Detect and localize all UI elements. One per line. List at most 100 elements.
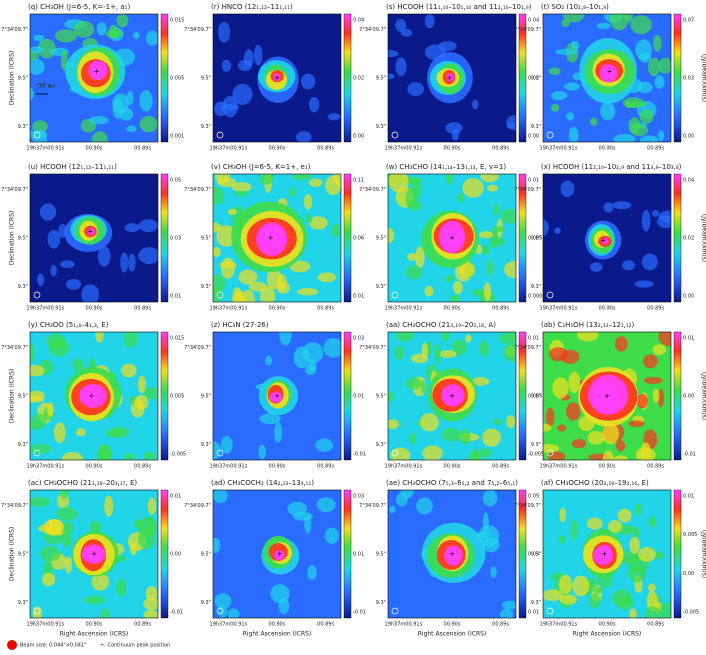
x-tick-label: 00.89s xyxy=(492,464,509,470)
map-noise xyxy=(629,536,640,554)
map-noise xyxy=(558,535,566,544)
y-tick-label: 9.5" xyxy=(18,394,28,400)
map-noise xyxy=(490,236,505,247)
map-noise xyxy=(635,39,652,61)
colorbar-tick-label: 0.07 xyxy=(683,18,694,24)
panel-title: (ab) C₂H₅OH (13₂,₁₂–12₁,₁₂) xyxy=(541,321,635,329)
y-tick-label: 9.3" xyxy=(201,284,211,290)
colorbar-label: (Jy/beam)(km/s) xyxy=(701,530,706,578)
map-noise xyxy=(216,177,237,188)
map-noise xyxy=(589,117,598,126)
y-tick-label: 7°34'09.7" xyxy=(1,345,28,351)
colorbar xyxy=(518,13,527,143)
map-noise xyxy=(221,59,232,72)
map-noise xyxy=(388,50,399,58)
colorbar-tick-label: 0.03 xyxy=(353,336,364,342)
map xyxy=(213,14,341,142)
map-noise xyxy=(83,596,106,605)
panel: + (w) CH₃CHO (14₁,₁₄–13₁,₁₃, E, v=1) 7°34'… xyxy=(359,163,542,312)
x-tick-label: 00.90s xyxy=(269,306,286,312)
x-tick-label: 00.89s xyxy=(647,306,664,312)
map-noise xyxy=(124,332,138,348)
map-noise xyxy=(324,527,339,544)
map-noise xyxy=(31,413,47,430)
continuum-peak: + xyxy=(94,68,100,76)
map-noise xyxy=(46,333,66,350)
map-noise xyxy=(307,565,317,580)
colorbar-tick-label: 0.005 xyxy=(683,532,697,538)
panel-title: (u) HCOOH (12₁,₁₂–11₁,₁₁) xyxy=(28,163,117,171)
colorbar-label: (Jy/beam)(km/s) xyxy=(701,54,706,102)
x-tick-label: 19h37m00.91s xyxy=(210,146,248,152)
panel: + (u) HCOOH (12₁,₁₂–11₁,₁₁) 7°34'09.7" 19h3… xyxy=(1,163,181,312)
scale-bar-label: 30 au xyxy=(38,83,55,90)
map-noise xyxy=(420,380,427,394)
map xyxy=(388,490,516,618)
map-noise xyxy=(388,227,395,243)
map-noise xyxy=(315,438,333,452)
colorbar xyxy=(160,13,169,143)
map-noise xyxy=(30,443,52,454)
map-noise xyxy=(588,593,601,609)
map-noise xyxy=(628,420,645,428)
colorbar-tick-label: 0.001 xyxy=(170,134,184,140)
x-tick-label: 19h37m00.91s xyxy=(27,464,65,470)
y-tick-label: 7°34'09.7" xyxy=(1,503,28,509)
emission xyxy=(446,548,457,560)
map-noise xyxy=(644,606,661,618)
map-frame xyxy=(212,489,342,619)
continuum-peak: + xyxy=(89,392,95,400)
map-frame xyxy=(387,13,517,143)
map-noise xyxy=(390,447,411,460)
y-tick-label: 7°34'09.7" xyxy=(359,503,386,509)
y-axis-label: Declination (ICRS) xyxy=(9,527,16,581)
map-noise xyxy=(566,112,575,121)
map-noise xyxy=(292,511,313,521)
y-tick-label: 9.3" xyxy=(18,442,28,448)
map-noise xyxy=(400,28,413,37)
colorbar-tick-label: 0.01 xyxy=(528,336,539,342)
map-noise xyxy=(557,424,567,432)
map-noise xyxy=(289,260,311,273)
map-noise xyxy=(248,281,267,292)
map-noise xyxy=(332,174,341,187)
x-tick-label: 00.89s xyxy=(492,306,509,312)
map-noise xyxy=(95,332,104,343)
map-noise xyxy=(303,194,313,210)
x-tick-label: 00.89s xyxy=(134,146,151,152)
continuum-peak: + xyxy=(274,74,280,82)
map-noise xyxy=(47,402,54,417)
x-tick-label: 00.89s xyxy=(647,622,664,628)
emission xyxy=(446,73,454,82)
map-noise xyxy=(560,349,580,364)
map-noise xyxy=(504,260,516,279)
colorbar-tick-label: 0.02 xyxy=(683,236,694,242)
y-axis-label: Declination (ICRS) xyxy=(9,51,16,105)
map-noise xyxy=(492,226,505,233)
map-noise xyxy=(75,428,87,437)
y-tick-label: 9.5" xyxy=(376,236,386,242)
map-noise xyxy=(39,545,61,562)
panel-title: (aa) CH₃OCHO (21₃,₁₉–20₃,₁₈, A) xyxy=(386,321,496,329)
map-noise xyxy=(388,505,396,514)
map-noise xyxy=(462,178,484,198)
panel: + (aa) CH₃OCHO (21₃,₁₉–20₃,₁₈, A) 7°34'09.… xyxy=(359,321,544,470)
x-tick-label: 00.89s xyxy=(317,306,334,312)
map-noise xyxy=(232,83,253,105)
x-tick-label: 00.89s xyxy=(317,622,334,628)
colorbar-tick-label: 0.00 xyxy=(683,394,694,400)
map-noise xyxy=(37,273,45,287)
beam xyxy=(33,291,41,299)
map-noise xyxy=(478,448,492,458)
beam xyxy=(33,449,41,457)
x-tick-label: 00.90s xyxy=(444,306,461,312)
map-noise xyxy=(145,30,158,46)
map-noise xyxy=(558,574,573,595)
map-noise xyxy=(568,126,579,142)
map xyxy=(543,14,671,142)
map-noise xyxy=(445,174,455,185)
map-noise xyxy=(132,519,145,529)
colorbar-tick-label: 0.005 xyxy=(170,76,184,82)
map-noise xyxy=(234,190,249,197)
y-tick-label: 9.3" xyxy=(531,600,541,606)
